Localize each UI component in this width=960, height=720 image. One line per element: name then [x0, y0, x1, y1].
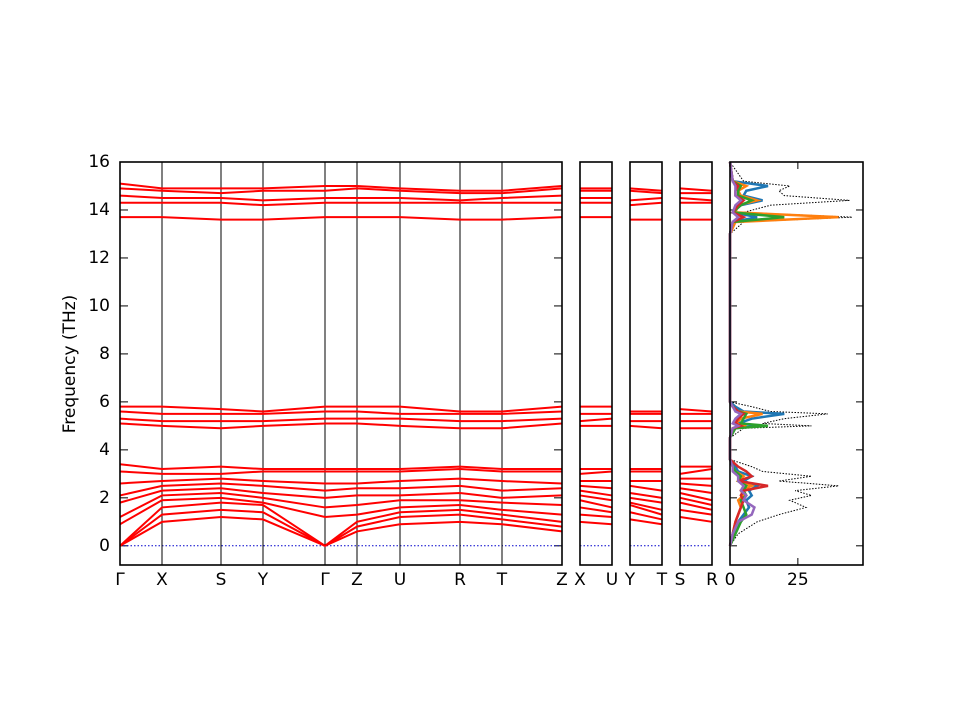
x-tick-label: S	[675, 570, 686, 590]
x-tick-label: S	[216, 570, 227, 590]
x-tick-label: Y	[624, 570, 636, 590]
band-line	[629, 424, 663, 430]
band-line	[629, 518, 663, 526]
y-tick-label: 2	[99, 488, 110, 508]
y-tick-label: 14	[88, 200, 110, 220]
panel-frame	[679, 161, 713, 566]
band-line	[579, 513, 613, 519]
band-line	[629, 196, 663, 202]
band-line	[119, 492, 563, 518]
x-tick-label: T	[656, 570, 668, 590]
x-tick-label: Γ	[115, 570, 125, 590]
band-line	[679, 468, 713, 475]
y-tick-label: 10	[88, 296, 110, 316]
band-line	[579, 470, 613, 475]
band-line	[679, 196, 713, 202]
x-tick-label: T	[496, 570, 508, 590]
band-line	[629, 187, 663, 192]
y-tick-label: 6	[99, 392, 110, 412]
band-line	[579, 489, 613, 497]
band-line	[119, 482, 563, 497]
band-line	[119, 194, 563, 202]
band-line	[579, 506, 613, 514]
panel-frame	[729, 161, 864, 566]
x-tick-label: Γ	[320, 570, 330, 590]
y-axis-label: Frequency (THz)	[60, 295, 80, 434]
band-line	[629, 504, 663, 516]
x-tick-label: U	[394, 570, 406, 590]
band-line	[579, 520, 613, 526]
band-line	[579, 484, 613, 490]
x-tick-label: U	[606, 570, 618, 590]
y-tick-label: 12	[88, 248, 110, 268]
band-line	[119, 422, 563, 430]
band-line	[119, 496, 563, 526]
band-line	[579, 499, 613, 509]
x-tick-label: 0	[725, 570, 736, 590]
y-tick-label: 8	[99, 344, 110, 364]
band-line	[629, 484, 663, 492]
band-line	[120, 405, 563, 413]
band-line	[679, 516, 713, 523]
band-line	[629, 189, 663, 195]
band-line	[119, 468, 562, 475]
band-line	[629, 492, 663, 499]
panel-frame	[579, 161, 613, 566]
band-line	[679, 496, 713, 507]
panel-frame	[119, 161, 563, 566]
x-tick-label: X	[156, 570, 168, 590]
band-line	[679, 487, 713, 495]
band-line	[679, 508, 713, 516]
band-line	[120, 216, 563, 221]
band-line	[119, 508, 563, 547]
band-line	[679, 482, 713, 487]
x-tick-label: Y	[257, 570, 269, 590]
band-line	[120, 201, 562, 207]
panel-frame	[629, 161, 663, 566]
x-tick-label: X	[574, 570, 586, 590]
band-line	[629, 201, 663, 207]
band-line	[119, 501, 563, 548]
band-line	[679, 492, 713, 502]
y-tick-label: 4	[99, 440, 110, 460]
band-line	[119, 487, 563, 504]
band-line	[679, 187, 713, 192]
band-line	[579, 494, 613, 502]
x-tick-label: 25	[787, 570, 809, 590]
band-line	[119, 516, 563, 547]
band-line	[119, 187, 563, 195]
dos-line	[729, 161, 853, 547]
band-line	[629, 511, 663, 521]
band-line	[679, 501, 713, 511]
band-line	[679, 408, 713, 413]
x-tick-label: Z	[351, 570, 363, 590]
y-tick-label: 0	[99, 536, 110, 556]
band-line	[119, 463, 562, 471]
band-line	[579, 417, 613, 423]
band-line	[119, 410, 563, 415]
x-tick-label: R	[706, 570, 718, 590]
band-line	[629, 501, 663, 511]
x-tick-label: Z	[556, 570, 568, 590]
band-line	[629, 496, 663, 504]
band-line	[119, 417, 563, 423]
x-tick-label: R	[454, 570, 466, 590]
band-line	[119, 477, 563, 485]
dos-line	[728, 161, 756, 547]
band-line	[119, 182, 563, 192]
y-tick-label: 16	[88, 152, 110, 172]
